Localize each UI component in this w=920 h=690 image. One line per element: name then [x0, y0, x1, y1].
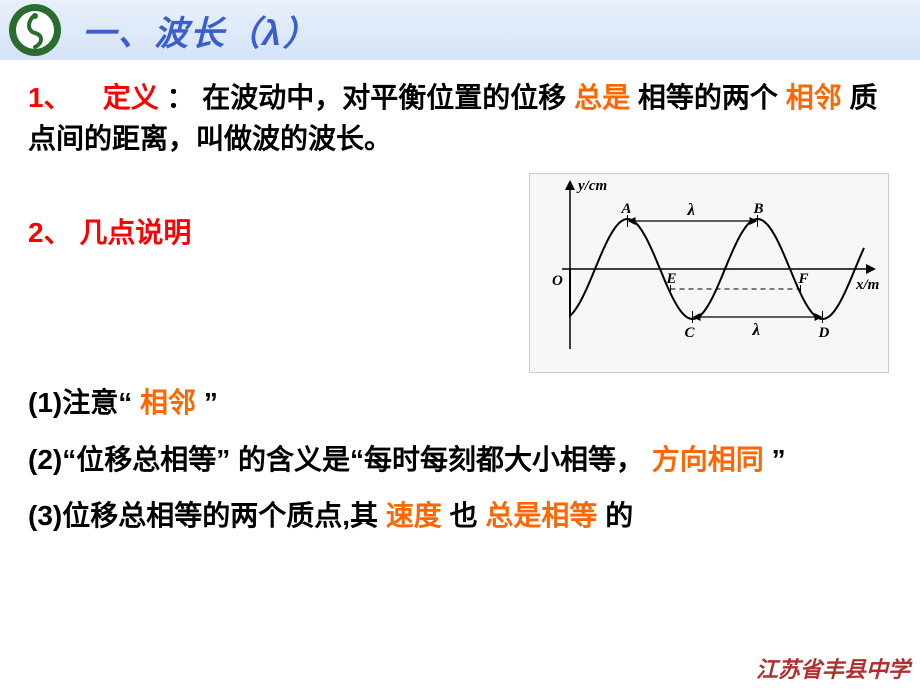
school-name-footer: 江苏省丰县中学: [756, 652, 910, 684]
school-logo: [8, 3, 62, 57]
n2c: ”: [772, 444, 786, 475]
svg-text:E: E: [666, 271, 677, 287]
n3c: 也: [450, 500, 478, 531]
svg-text:D: D: [818, 325, 830, 341]
sec2-label: 几点说明: [79, 217, 191, 248]
svg-text:y/cm: y/cm: [576, 178, 607, 194]
definition-block: 1、 定义 ： 在波动中，对平衡位置的位移 总是 相等的两个 相邻 质点间的距离…: [28, 78, 892, 159]
section-title: 一、波长（λ）: [82, 6, 319, 55]
n3d: 总是相等: [485, 500, 597, 531]
svg-text:λ: λ: [752, 320, 761, 339]
note-2: (2)“位移总相等” 的含义是“每时每刻都大小相等， 方向相同 ”: [28, 440, 892, 481]
def-label: 定义: [103, 82, 159, 113]
n3e: 的: [605, 500, 633, 531]
notes-list: (1)注意“ 相邻 ” (2)“位移总相等” 的含义是“每时每刻都大小相等， 方…: [28, 383, 892, 537]
note-3: (3)位移总相等的两个质点,其 速度 也 总是相等 的: [28, 496, 892, 537]
def-t2: 相等的两个: [638, 82, 778, 113]
def-t1: 在波动中，对平衡位置的位移: [202, 82, 566, 113]
mid-row: 2、 几点说明 y/cm x/m O A B C Dλ λ E F: [28, 173, 892, 373]
svg-text:C: C: [685, 325, 696, 341]
section2-label: 2、 几点说明: [28, 173, 529, 254]
title-bar: 一、波长（λ）: [0, 0, 920, 60]
def-number: 1、: [28, 82, 72, 113]
svg-text:B: B: [753, 201, 764, 217]
n3b: 速度: [386, 500, 442, 531]
n1b: 相邻: [140, 387, 196, 418]
def-colon: ：: [167, 82, 195, 113]
def-always: 总是: [574, 82, 630, 113]
n3a: (3)位移总相等的两个质点,其: [28, 500, 378, 531]
svg-text:A: A: [621, 201, 632, 217]
svg-text:F: F: [798, 271, 809, 287]
wavelength-diagram: y/cm x/m O A B C Dλ λ E F: [529, 173, 899, 373]
svg-text:λ: λ: [687, 200, 696, 219]
n1a: (1)注意“: [28, 387, 132, 418]
sec2-num: 2、: [28, 217, 72, 248]
n2b: 方向相同: [652, 444, 764, 475]
n2a: (2)“位移总相等” 的含义是“每时每刻都大小相等，: [28, 444, 644, 475]
content-area: 1、 定义 ： 在波动中，对平衡位置的位移 总是 相等的两个 相邻 质点间的距离…: [0, 60, 920, 537]
svg-text:x/m: x/m: [855, 277, 879, 293]
note-1: (1)注意“ 相邻 ”: [28, 383, 892, 424]
n1c: ”: [204, 387, 218, 418]
def-adj: 相邻: [786, 82, 842, 113]
svg-text:O: O: [552, 273, 563, 289]
